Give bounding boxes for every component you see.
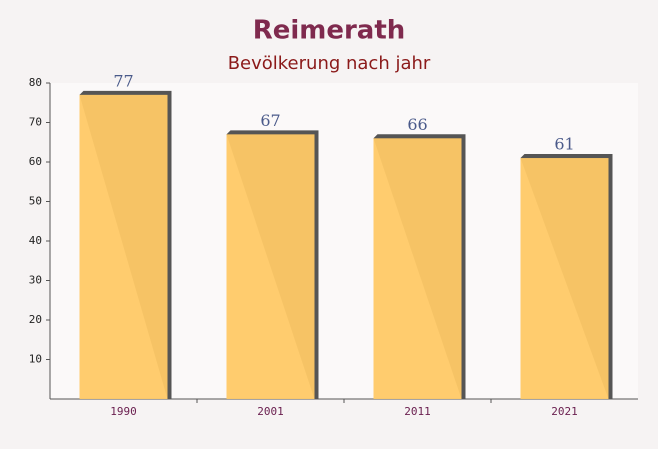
value-label: 77 bbox=[113, 71, 133, 90]
bar bbox=[226, 134, 315, 399]
bar bbox=[79, 94, 168, 399]
y-tick-label: 70 bbox=[29, 116, 42, 129]
value-label: 67 bbox=[260, 111, 280, 130]
y-tick-label: 40 bbox=[29, 234, 42, 247]
bar bbox=[520, 158, 609, 399]
bar bbox=[373, 138, 462, 400]
value-label: 66 bbox=[407, 115, 427, 134]
y-tick-label: 10 bbox=[29, 353, 42, 366]
y-tick-label: 20 bbox=[29, 313, 42, 326]
value-label: 61 bbox=[554, 135, 574, 154]
x-tick-label: 2011 bbox=[404, 405, 431, 418]
chart-title: Reimerath bbox=[253, 16, 406, 46]
y-tick-label: 80 bbox=[29, 76, 42, 89]
y-tick-label: 50 bbox=[29, 195, 42, 208]
x-tick-label: 1990 bbox=[110, 405, 137, 418]
y-tick-label: 60 bbox=[29, 155, 42, 168]
y-tick-label: 30 bbox=[29, 274, 42, 287]
x-tick-label: 2021 bbox=[551, 405, 578, 418]
x-tick-label: 2001 bbox=[257, 405, 284, 418]
chart-subtitle: Bevölkerung nach jahr bbox=[228, 53, 431, 74]
